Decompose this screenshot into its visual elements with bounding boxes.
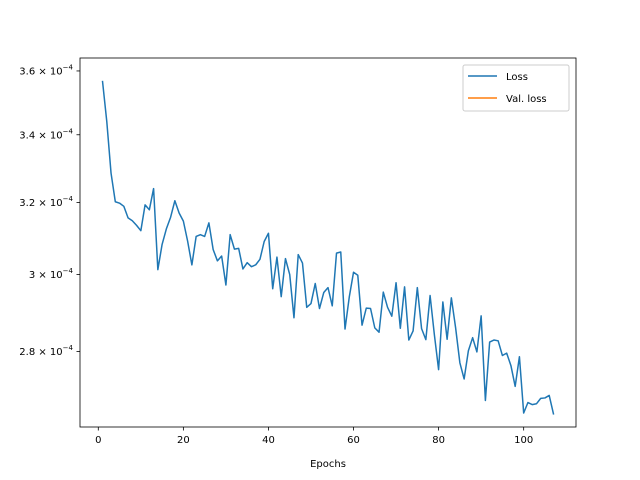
x-axis-title: Epochs (310, 459, 346, 470)
series-line-loss (101, 80, 555, 415)
y-tick-label: 3 × 10−4 (29, 267, 74, 281)
legend-label: Val. loss (506, 94, 547, 105)
series-layer (101, 80, 555, 415)
y-tick-label: 3.2 × 10−4 (19, 195, 73, 209)
plot-border (79, 57, 577, 428)
y-axis-ticks: 2.8 × 10−4 3 × 10−4 3.2 × 10−4 3.4 × 10−4 3.… (19, 63, 80, 358)
legend-label: Loss (506, 72, 528, 83)
axes-frame (79, 57, 577, 428)
y-tick-label: 3.6 × 10−4 (19, 63, 73, 77)
x-axis-ticks: 0 20 40 60 80 100 (95, 427, 533, 446)
x-tick-label: 60 (347, 435, 360, 446)
x-tick-label: 40 (262, 435, 275, 446)
x-tick-label: 0 (95, 435, 101, 446)
x-tick-label: 20 (177, 435, 190, 446)
x-tick-label: 100 (514, 435, 533, 446)
legend: Loss Val. loss (462, 64, 570, 112)
x-tick-label: 80 (432, 435, 445, 446)
y-tick-label: 2.8 × 10−4 (19, 344, 73, 358)
y-tick-label: 3.4 × 10−4 (19, 127, 73, 141)
